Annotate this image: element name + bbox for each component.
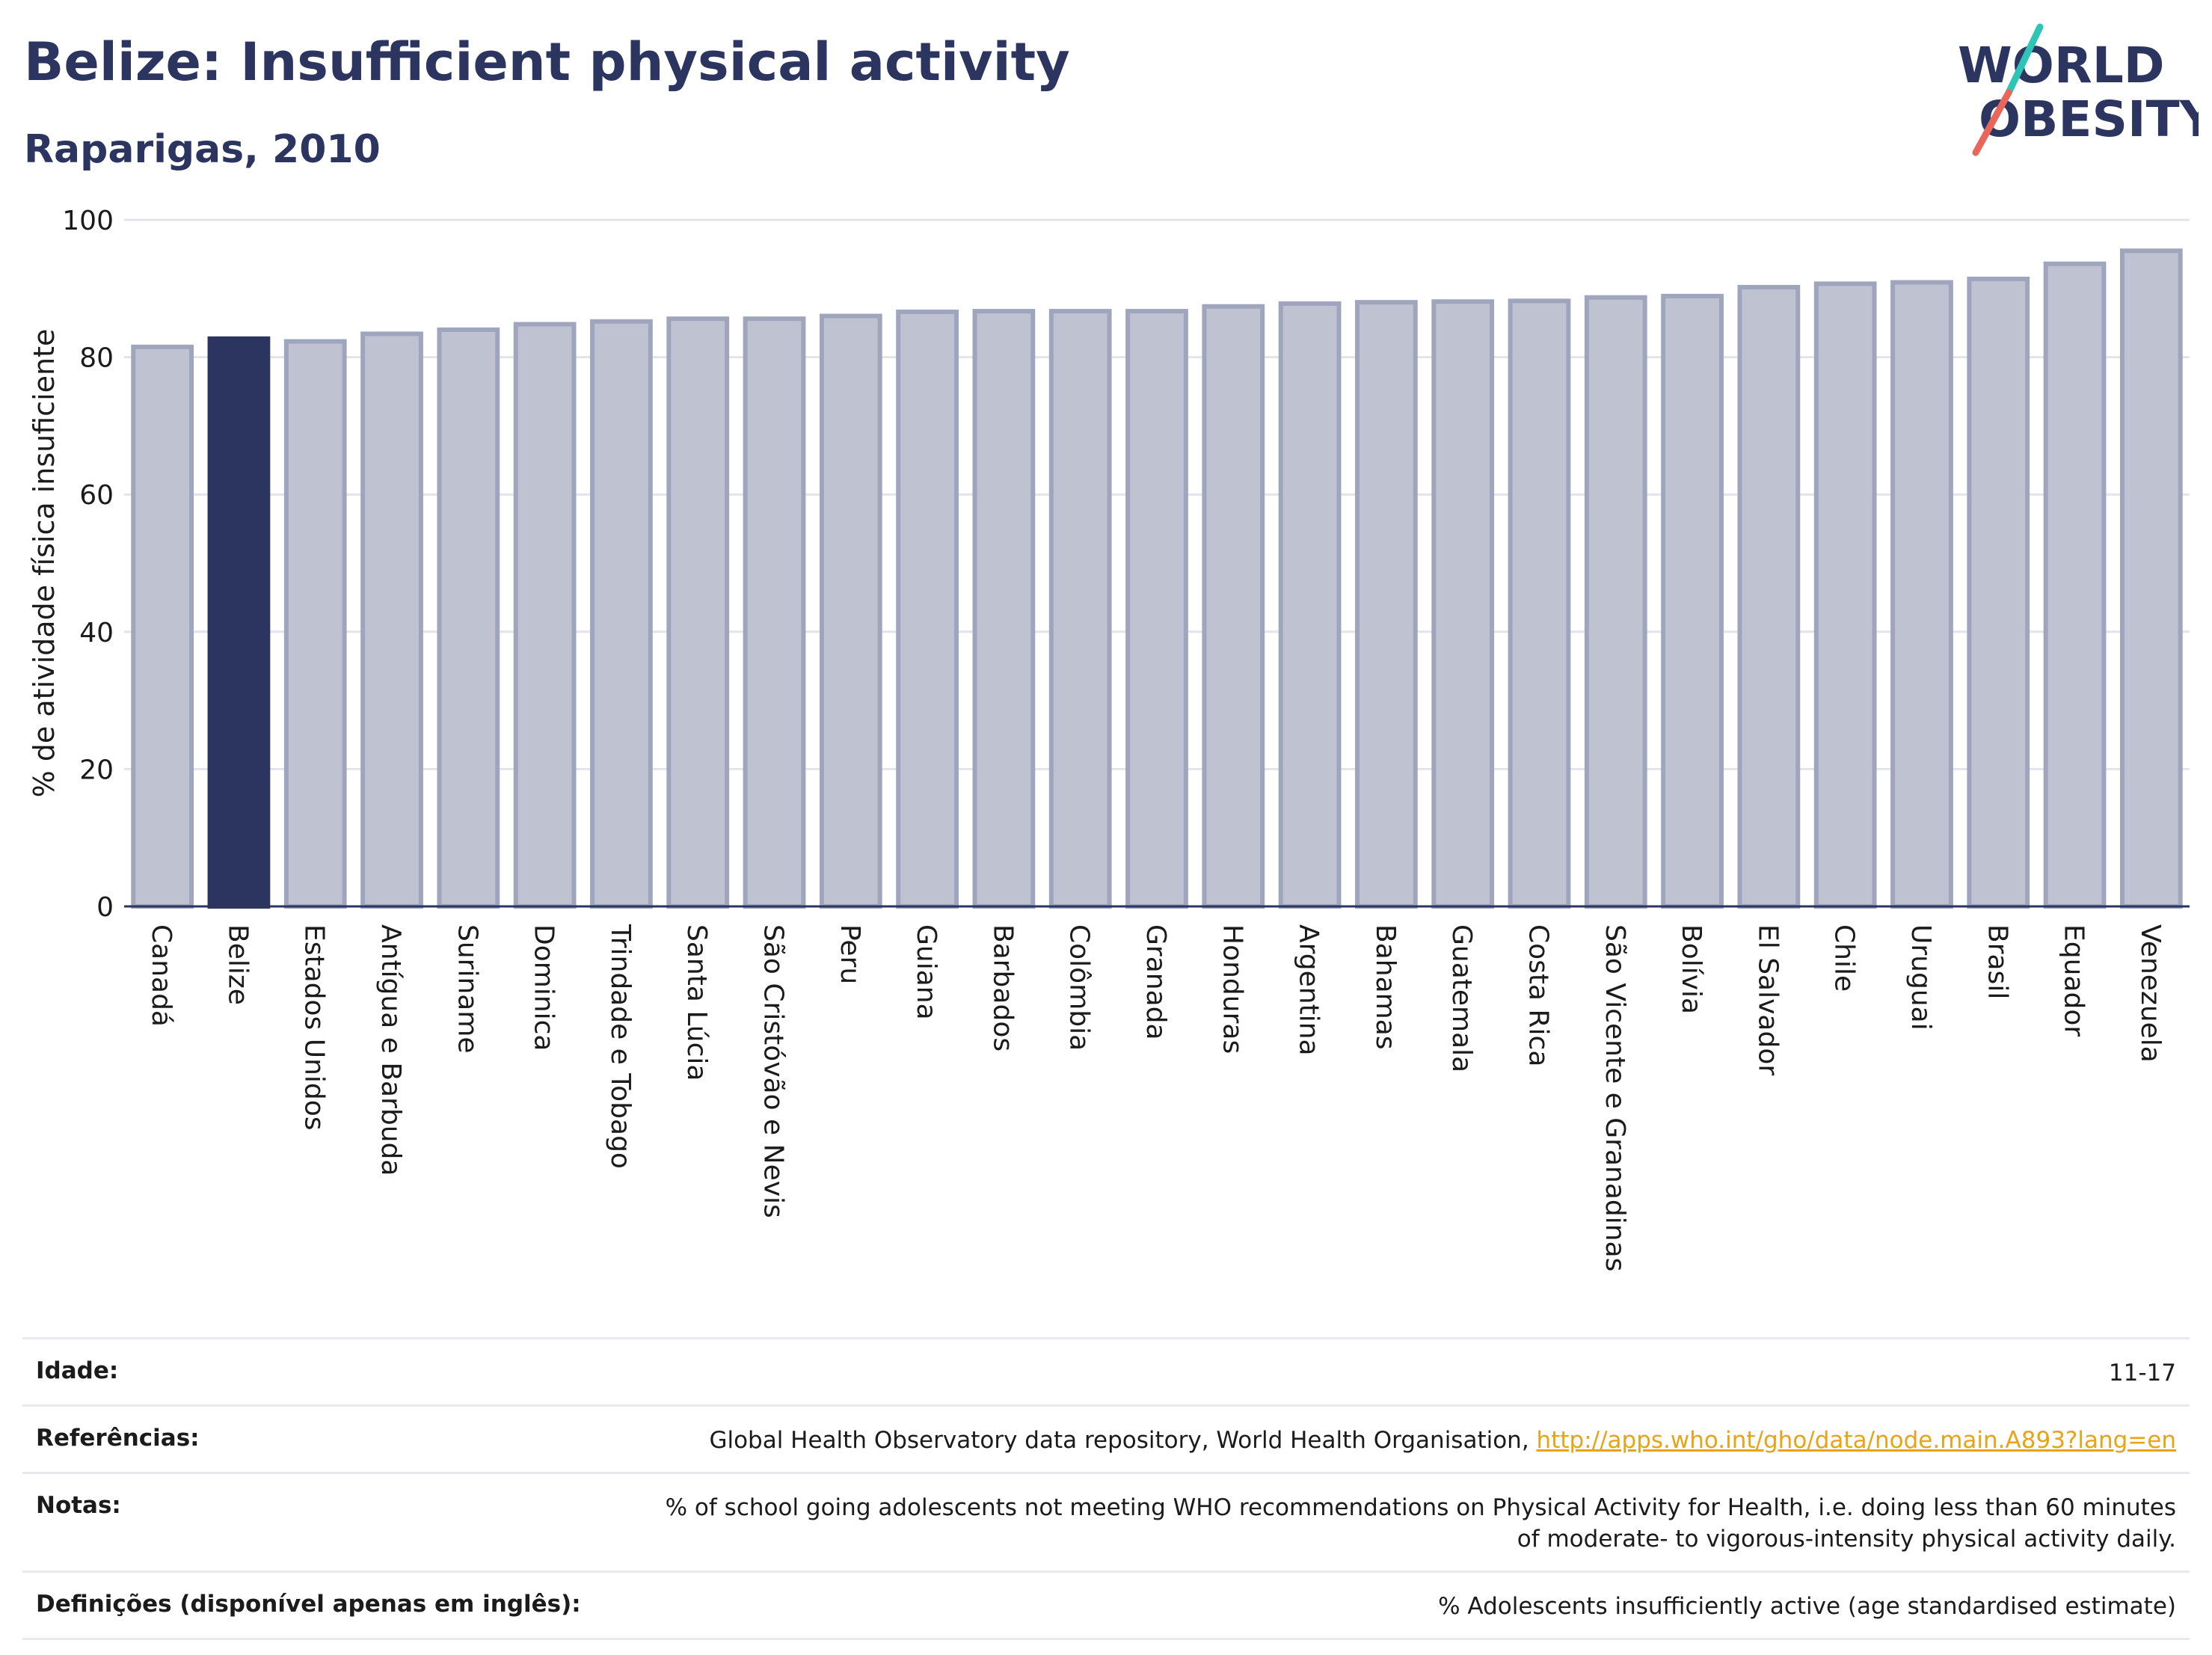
footer-value: % of school going adolescents not meetin…	[665, 1493, 2176, 1553]
x-tick-label: Trindade e Tobago	[605, 924, 636, 1169]
bar-honduras[interactable]	[1202, 304, 1265, 909]
bar-venezuela[interactable]	[2119, 248, 2183, 909]
bar-antigua-e-barbuda[interactable]	[360, 331, 423, 909]
bar-uruguai[interactable]	[1890, 280, 1953, 909]
logo-slash-red	[1972, 89, 2012, 156]
x-tick-label: Bahamas	[1370, 924, 1401, 1050]
footer-row-definitions: Definições (disponível apenas em inglês)…	[22, 1570, 2190, 1640]
bar-canada[interactable]	[131, 344, 194, 909]
y-tick-label: 40	[79, 618, 114, 648]
x-tick-label: Peru	[835, 924, 865, 984]
x-tick-label: Suriname	[452, 924, 482, 1054]
x-tick-label: Estados Unidos	[299, 924, 330, 1131]
x-tick-label: Uruguai	[1905, 924, 1936, 1031]
footer-label: Idade:	[36, 1357, 119, 1384]
bar-belize[interactable]	[207, 336, 271, 909]
y-tick-label: 0	[96, 892, 114, 923]
bar-guatemala[interactable]	[1431, 299, 1495, 909]
logo-line-world: WORLD	[1958, 37, 2165, 94]
x-tick-label: Canadá	[146, 924, 176, 1027]
bar-guiana[interactable]	[896, 310, 959, 909]
footer-row-references: Referências: Global Health Observatory d…	[22, 1404, 2190, 1472]
footer-value: % Adolescents insufficiently active (age…	[1438, 1593, 2176, 1621]
x-tick-label: Equador	[2059, 924, 2089, 1037]
footer-value: Global Health Observatory data repositor…	[709, 1425, 2176, 1457]
y-tick-label: 60	[79, 480, 114, 511]
category-labels: Canadá Belize Estados Unidos Antígua e Barb…	[146, 924, 2166, 1271]
bar-trindade-e-tobago[interactable]	[590, 319, 653, 909]
footer-value: 11-17	[2108, 1360, 2176, 1387]
bar-bahamas[interactable]	[1355, 300, 1418, 909]
footer-row-notes: Notas: % of school going adolescents not…	[22, 1471, 2190, 1571]
logo-slash-teal	[2005, 23, 2044, 96]
bar-dominica[interactable]	[513, 322, 577, 909]
bar-chart: 0 20 40 60 80 100 Canadá Belize Estados Unidos A…	[28, 206, 2190, 1271]
x-tick-label: Colômbia	[1064, 924, 1095, 1051]
bar-argentina[interactable]	[1278, 301, 1342, 909]
bar-bolivia[interactable]	[1661, 293, 1724, 909]
chart-subtitle: Raparigas, 2010	[24, 127, 381, 172]
bar-colombia[interactable]	[1048, 309, 1112, 909]
reference-link[interactable]: http://apps.who.int/gho/data/node.main.A…	[1536, 1426, 2176, 1454]
bar-chile[interactable]	[1813, 281, 1877, 909]
x-tick-label: Honduras	[1217, 924, 1247, 1054]
bar-costa-rica[interactable]	[1508, 298, 1571, 909]
bars	[131, 248, 2183, 909]
footer-row-age: Idade: 11-17	[22, 1337, 2190, 1404]
bar-suriname[interactable]	[437, 327, 500, 909]
bar-granada[interactable]	[1125, 309, 1188, 909]
footer-label: Referências:	[36, 1424, 200, 1452]
x-tick-label: Bolívia	[1676, 924, 1706, 1014]
bar-sao-vicente-e-granadinas[interactable]	[1584, 295, 1647, 909]
y-axis-label: % de atividade física insuficiente	[28, 329, 61, 798]
x-tick-label: São Cristóvão e Nevis	[758, 924, 789, 1218]
reference-text: Global Health Observatory data repositor…	[709, 1426, 1537, 1454]
footer-label: Notas:	[36, 1491, 121, 1519]
bar-santa-lucia[interactable]	[666, 316, 730, 909]
world-obesity-logo: WORLD OBESITY	[1958, 23, 2199, 156]
x-tick-label: Chile	[1829, 924, 1860, 992]
logo-line-obesity: OBESITY	[1979, 90, 2199, 148]
y-tick-label: 80	[79, 343, 114, 374]
x-tick-label: Guiana	[911, 924, 941, 1020]
x-tick-label: Brasil	[1982, 924, 2012, 999]
x-tick-label: Antígua e Barbuda	[375, 924, 406, 1176]
bar-equador[interactable]	[2043, 261, 2107, 909]
footer-table: Idade: 11-17 Referências: Global Health …	[22, 1337, 2190, 1640]
y-tick-label: 100	[62, 206, 114, 236]
bar-barbados[interactable]	[972, 309, 1036, 909]
footer-label: Definições (disponível apenas em inglês)…	[36, 1591, 581, 1618]
x-tick-label: Barbados	[987, 924, 1018, 1051]
x-tick-label: Venezuela	[2135, 924, 2166, 1063]
x-tick-label: Costa Rica	[1523, 924, 1553, 1066]
x-tick-label: São Vicente e Granadinas	[1600, 924, 1630, 1271]
x-tick-label: Guatemala	[1446, 924, 1477, 1072]
x-tick-label: Santa Lúcia	[681, 924, 712, 1081]
x-tick-label: El Salvador	[1752, 924, 1783, 1075]
x-tick-label: Argentina	[1294, 924, 1324, 1056]
y-tick-label: 20	[79, 755, 114, 785]
chart-title: Belize: Insufficient physical activity	[24, 31, 1070, 93]
bar-sao-cristovao-e-nevis[interactable]	[743, 316, 806, 909]
axes: 0 20 40 60 80 100	[62, 206, 2190, 923]
bar-estados-unidos[interactable]	[283, 339, 347, 909]
x-tick-label: Dominica	[529, 924, 559, 1051]
bar-brasil[interactable]	[1967, 276, 2030, 909]
x-tick-label: Belize	[222, 924, 253, 1005]
x-tick-label: Granada	[1140, 924, 1171, 1040]
bar-peru[interactable]	[819, 313, 882, 909]
bar-el-salvador[interactable]	[1737, 284, 1801, 909]
